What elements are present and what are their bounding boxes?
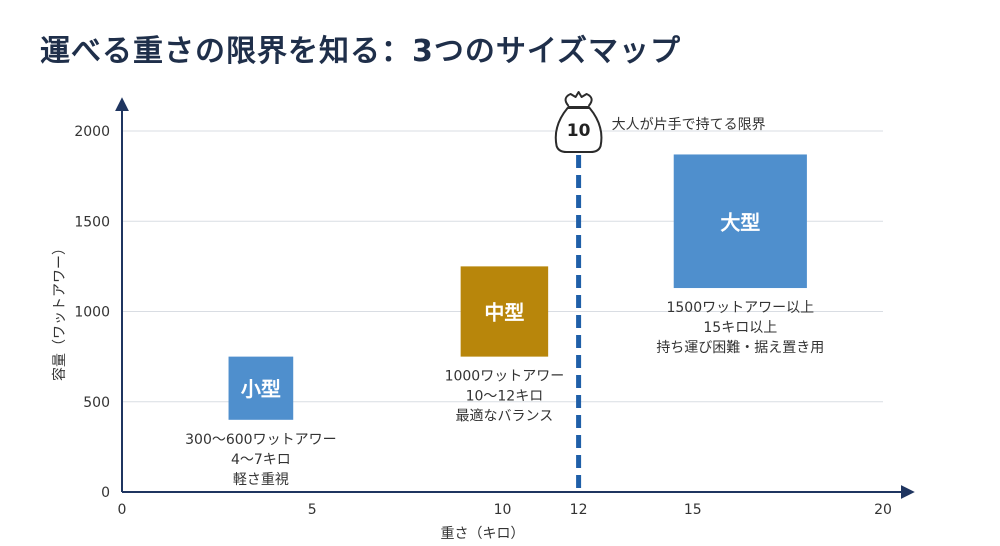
category-detail-text: 1500ワットアワー以上 <box>666 300 814 316</box>
category-box-label: 小型 <box>241 377 281 401</box>
y-tick-label: 500 <box>83 395 110 411</box>
category-detail-text: 軽さ重視 <box>233 472 289 488</box>
category-detail-text: 4〜7キロ <box>231 452 291 468</box>
x-tick-label: 20 <box>874 502 892 518</box>
x-tick-label: 0 <box>118 502 127 518</box>
category-detail-text: 最適なバランス <box>456 408 554 425</box>
category-box-3 <box>673 154 807 289</box>
category-detail-text: 1000ワットアワー <box>445 369 565 385</box>
x-tick-label: 5 <box>308 502 317 518</box>
category-detail-text: 15キロ以上 <box>703 320 777 336</box>
y-tick-label: 0 <box>101 485 110 501</box>
y-tick-label: 1000 <box>74 305 110 321</box>
category-box-label: 大型 <box>720 210 760 234</box>
y-tick-label: 1500 <box>74 214 110 230</box>
x-axis-title: 重さ（キロ） <box>441 526 525 542</box>
x-tick-label: 15 <box>684 502 702 518</box>
page-title: 運べる重さの限界を知る：3つのサイズマップ <box>40 34 681 69</box>
category-detail-text: 300〜600ワットアワー <box>185 432 336 448</box>
category-detail-text: 持ち運び困難・据え置き用 <box>656 340 824 356</box>
limit-line-label: 大人が片手で持てる限界 <box>612 117 766 133</box>
category-box-1 <box>228 356 294 420</box>
weight-bag-icon: 10 <box>554 91 603 153</box>
category-detail-text: 10〜12キロ <box>466 389 544 405</box>
y-tick-label: 2000 <box>74 124 110 140</box>
category-box-label: 中型 <box>484 301 524 325</box>
x-tick-label: 12 <box>570 502 588 518</box>
category-box-2 <box>460 266 549 357</box>
weight-bag-number: 10 <box>567 121 591 141</box>
x-tick-label: 10 <box>494 502 512 518</box>
y-axis-title: 容量（ワットアワー） <box>51 241 68 381</box>
